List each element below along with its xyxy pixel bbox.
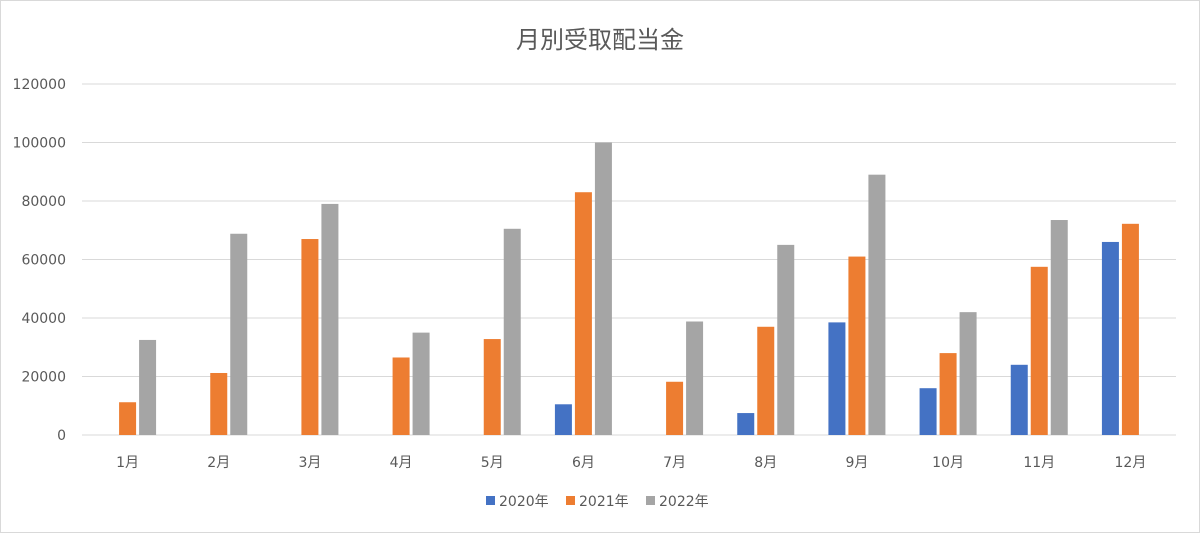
bars bbox=[119, 142, 1139, 436]
x-tick-label: 3月 bbox=[298, 455, 321, 471]
bar-2022年-3月 bbox=[321, 203, 339, 435]
y-tick-label: 20000 bbox=[21, 370, 66, 386]
bar-2021年-10月 bbox=[939, 353, 957, 435]
bar-2021年-12月 bbox=[1121, 223, 1139, 435]
bar-2021年-4月 bbox=[392, 357, 410, 435]
bar-2022年-8月 bbox=[777, 244, 795, 435]
bar-2022年-7月 bbox=[686, 321, 704, 435]
bar-2022年-5月 bbox=[503, 228, 521, 435]
bar-2021年-9月 bbox=[848, 256, 866, 435]
legend: 2020年 2021年 2022年 bbox=[486, 494, 709, 510]
gridlines bbox=[82, 83, 1176, 436]
legend-label: 2020年 bbox=[499, 494, 549, 510]
x-tick-label: 8月 bbox=[754, 455, 777, 471]
legend-swatch bbox=[486, 496, 495, 505]
bar-2020年-11月 bbox=[1010, 364, 1028, 435]
bar-2021年-5月 bbox=[483, 339, 501, 435]
bar-2020年-10月 bbox=[919, 388, 937, 435]
y-tick-label: 100000 bbox=[13, 136, 66, 152]
bar-2020年-6月 bbox=[554, 404, 572, 435]
x-tick-label: 2月 bbox=[207, 455, 230, 471]
y-tick-label: 60000 bbox=[21, 253, 66, 269]
bar-2022年-9月 bbox=[868, 174, 886, 436]
y-tick-label: 40000 bbox=[21, 311, 66, 327]
bar-2022年-10月 bbox=[959, 312, 977, 435]
legend-swatch bbox=[646, 496, 655, 505]
y-tick-label: 0 bbox=[57, 428, 66, 444]
x-tick-label: 7月 bbox=[663, 455, 686, 471]
y-axis-ticks: 0 20000 40000 60000 80000 100000 120000 bbox=[13, 77, 66, 444]
legend-swatch bbox=[566, 496, 575, 505]
bar-2021年-11月 bbox=[1030, 266, 1048, 435]
bar-2022年-4月 bbox=[412, 332, 430, 435]
x-tick-label: 9月 bbox=[845, 455, 868, 471]
chart-title: 月別受取配当金 bbox=[516, 26, 684, 54]
x-tick-label: 4月 bbox=[390, 455, 413, 471]
bar-2021年-7月 bbox=[666, 381, 684, 435]
bar-2022年-2月 bbox=[230, 233, 248, 435]
legend-label: 2022年 bbox=[659, 494, 709, 510]
bar-2022年-11月 bbox=[1050, 220, 1068, 435]
bar-2020年-12月 bbox=[1101, 241, 1119, 435]
x-tick-label: 11月 bbox=[1023, 455, 1055, 471]
bar-2021年-8月 bbox=[757, 326, 775, 435]
x-tick-label: 5月 bbox=[481, 455, 504, 471]
bar-2022年-1月 bbox=[139, 339, 157, 435]
bar-2020年-9月 bbox=[828, 322, 846, 435]
x-axis-ticks: 1月 2月 3月 4月 5月 6月 7月 8月 9月 10月 11月 12月 bbox=[116, 455, 1146, 471]
bar-2022年-6月 bbox=[594, 142, 612, 435]
bar-2021年-2月 bbox=[210, 372, 228, 435]
x-tick-label: 6月 bbox=[572, 455, 595, 471]
y-tick-label: 80000 bbox=[21, 194, 66, 210]
bar-2021年-3月 bbox=[301, 239, 319, 435]
x-tick-label: 1月 bbox=[116, 455, 139, 471]
x-tick-label: 10月 bbox=[932, 455, 964, 471]
bar-2020年-8月 bbox=[737, 413, 755, 435]
legend-label: 2021年 bbox=[579, 494, 629, 510]
x-tick-label: 12月 bbox=[1115, 455, 1147, 471]
y-tick-label: 120000 bbox=[13, 77, 66, 93]
bar-2021年-1月 bbox=[119, 402, 137, 435]
bar-2021年-6月 bbox=[574, 192, 592, 435]
